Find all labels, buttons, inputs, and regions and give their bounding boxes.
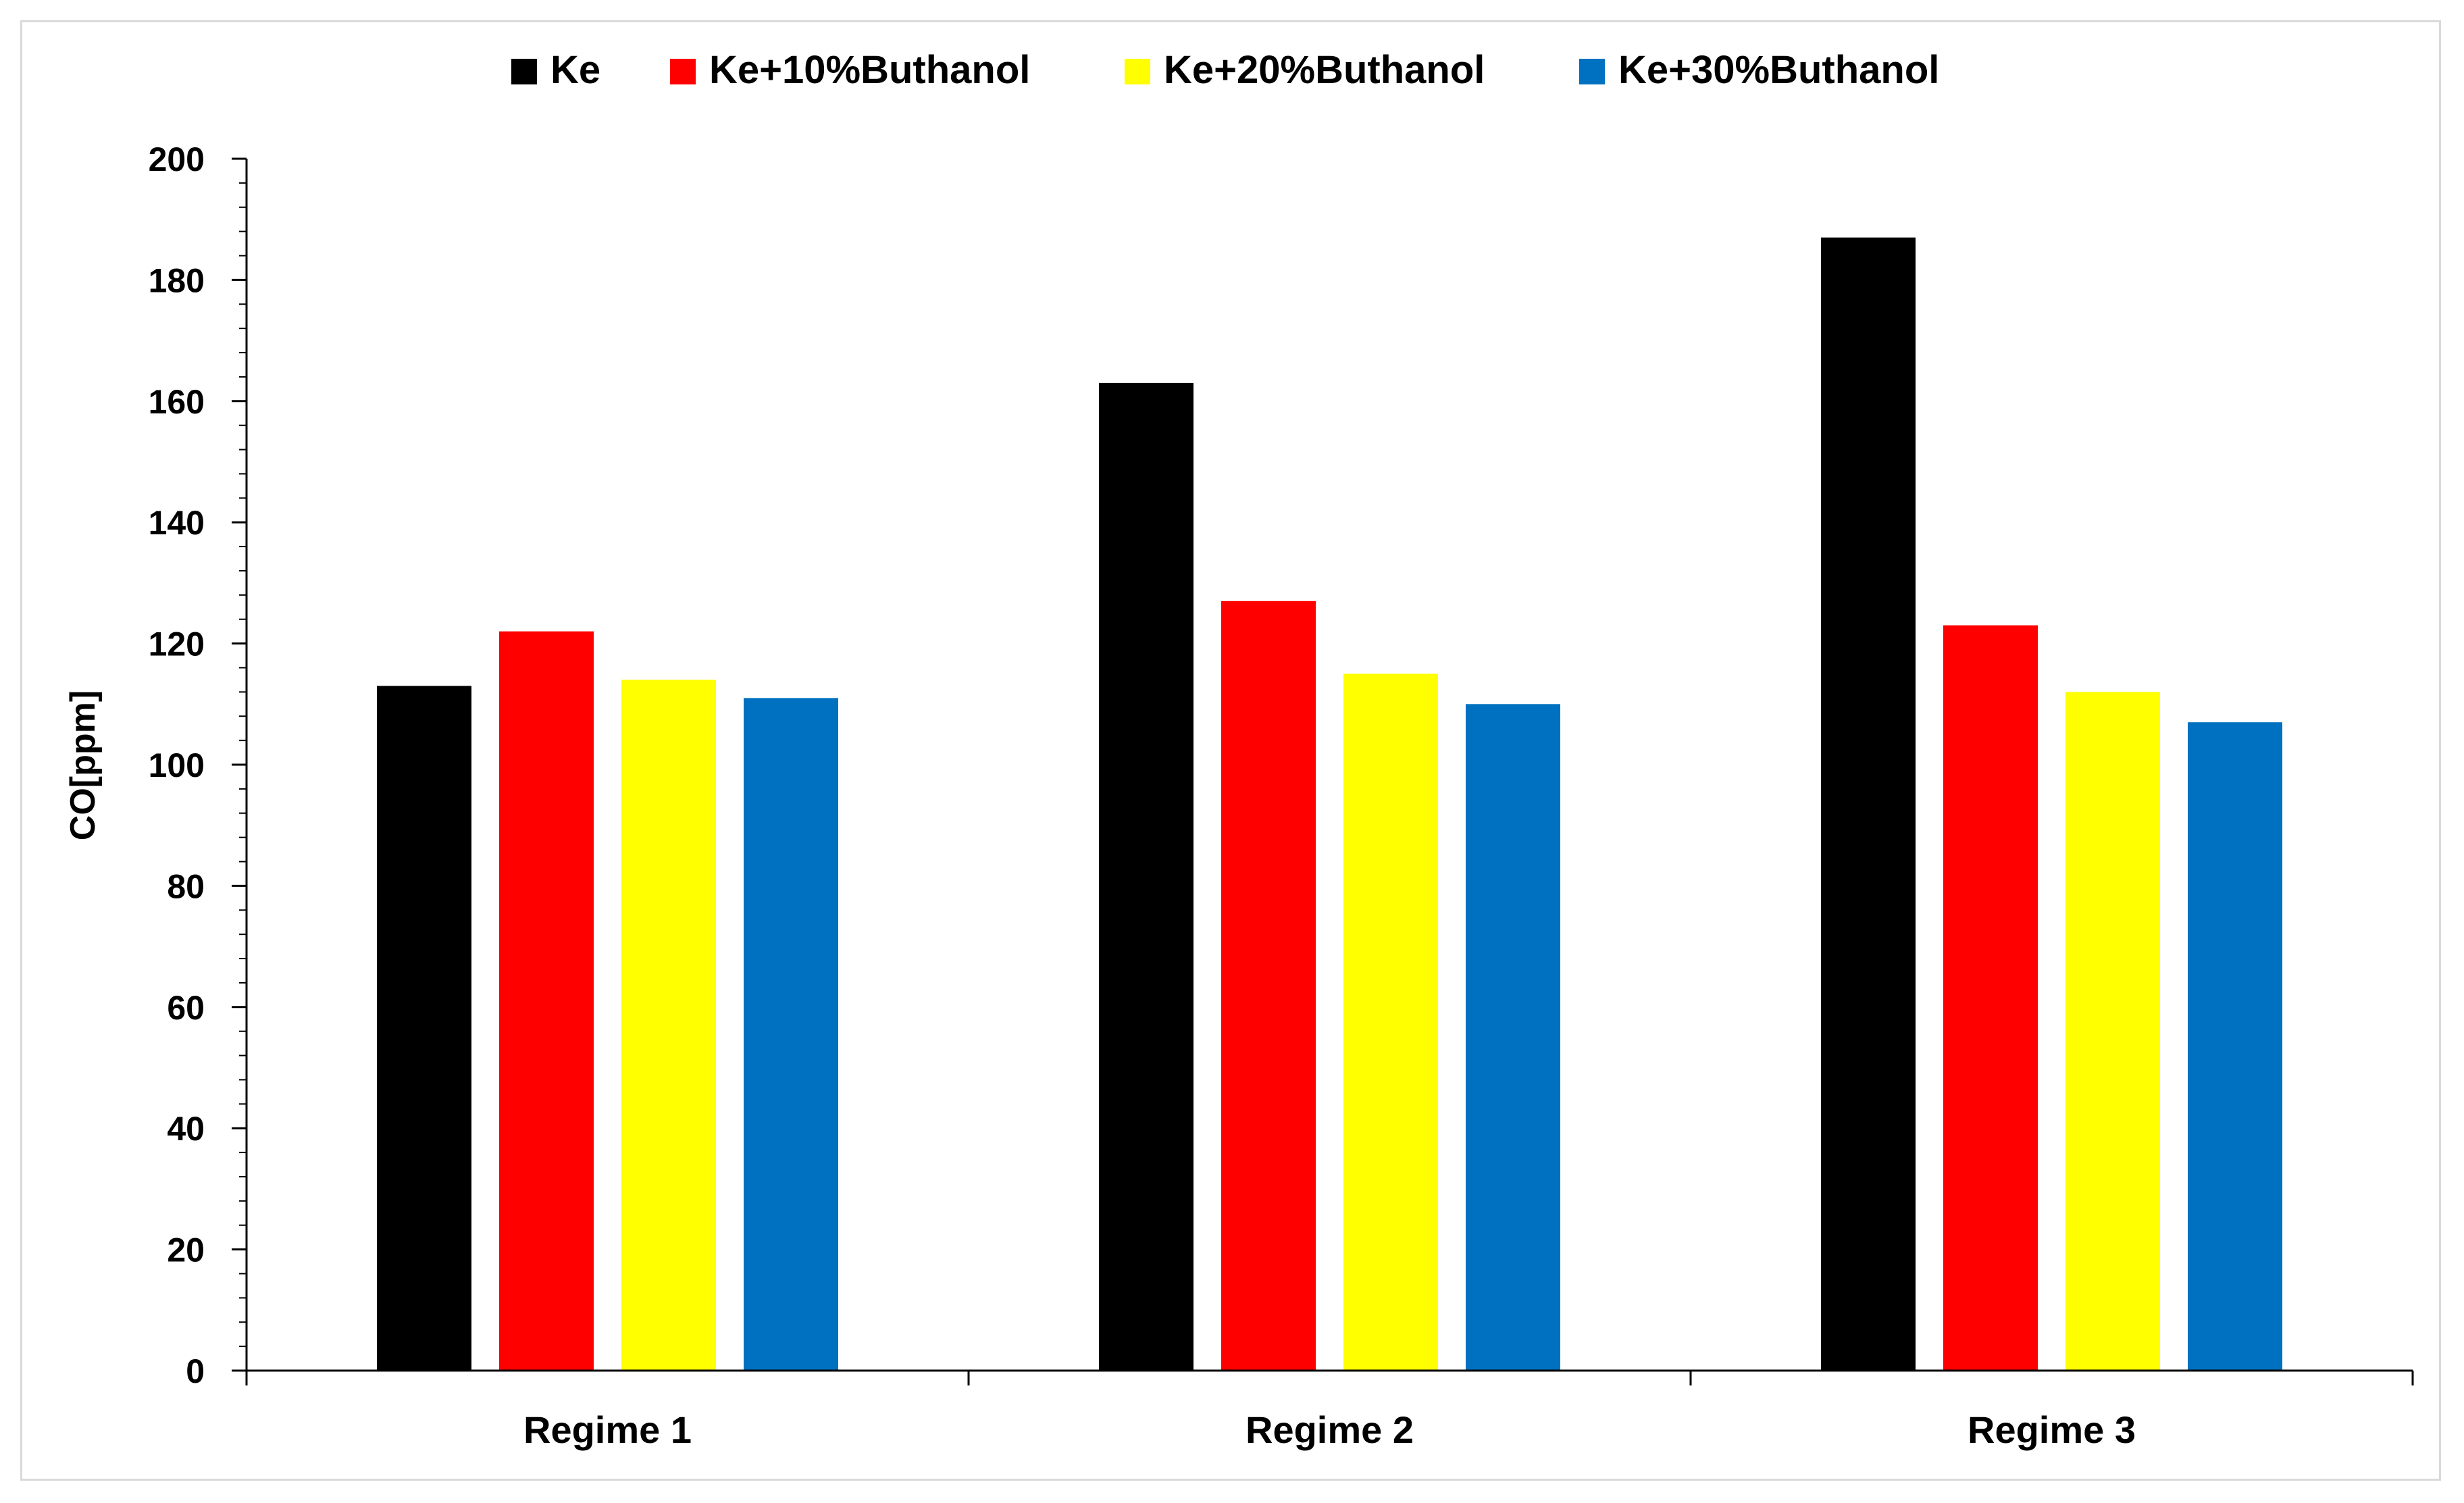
y-tick-label: 0 bbox=[186, 1352, 205, 1390]
x-category-label: Regime 1 bbox=[523, 1408, 692, 1451]
bar-ke-10-buthanol-regime-3 bbox=[1943, 625, 2038, 1371]
bar-ke-regime-1 bbox=[377, 686, 471, 1371]
bar-ke-10-buthanol-regime-2 bbox=[1221, 601, 1316, 1371]
y-axis-title: CO[ppm] bbox=[63, 690, 103, 840]
bar-ke-20-buthanol-regime-1 bbox=[621, 680, 716, 1371]
y-tick-label: 180 bbox=[149, 261, 205, 299]
legend-label: Ke+30%Buthanol bbox=[1618, 48, 1939, 92]
y-tick-label: 140 bbox=[149, 504, 205, 542]
bar-ke-20-buthanol-regime-2 bbox=[1343, 673, 1438, 1371]
x-category-label: Regime 2 bbox=[1246, 1408, 1414, 1451]
axes-group: 0 20 40 60 80 100 120 140 160 180 200 Regime 1 Regim… bbox=[149, 141, 2414, 1451]
bar-ke-20-buthanol-regime-3 bbox=[2065, 692, 2160, 1371]
y-tick-label: 160 bbox=[149, 383, 205, 421]
y-tick-label: 120 bbox=[149, 626, 205, 663]
legend: Ke Ke+10%Buthanol Ke+20%Buthanol Ke+30%Buth… bbox=[511, 48, 1939, 92]
y-tick-label: 60 bbox=[167, 989, 205, 1027]
y-tick-label: 20 bbox=[167, 1231, 205, 1269]
bar-ke-30-buthanol-regime-1 bbox=[744, 698, 838, 1371]
legend-label: Ke+20%Buthanol bbox=[1164, 48, 1485, 92]
bar-ke-regime-3 bbox=[1821, 237, 1916, 1371]
y-tick-label: 80 bbox=[167, 867, 205, 905]
y-tick-label: 40 bbox=[167, 1110, 205, 1148]
legend-swatch bbox=[670, 59, 696, 84]
bar-ke-30-buthanol-regime-3 bbox=[2188, 722, 2282, 1371]
bars-group bbox=[377, 237, 2282, 1371]
x-category-label: Regime 3 bbox=[1968, 1408, 2136, 1451]
y-tick-label: 100 bbox=[149, 746, 205, 784]
legend-swatch bbox=[1125, 59, 1150, 84]
legend-swatch bbox=[1579, 59, 1605, 84]
legend-label: Ke+10%Buthanol bbox=[709, 48, 1030, 92]
y-tick-label: 200 bbox=[149, 141, 205, 178]
bar-ke-30-buthanol-regime-2 bbox=[1466, 704, 1560, 1371]
bar-ke-regime-2 bbox=[1099, 382, 1194, 1371]
legend-swatch bbox=[511, 59, 537, 84]
legend-label: Ke bbox=[550, 48, 600, 92]
bar-ke-10-buthanol-regime-1 bbox=[499, 631, 594, 1371]
